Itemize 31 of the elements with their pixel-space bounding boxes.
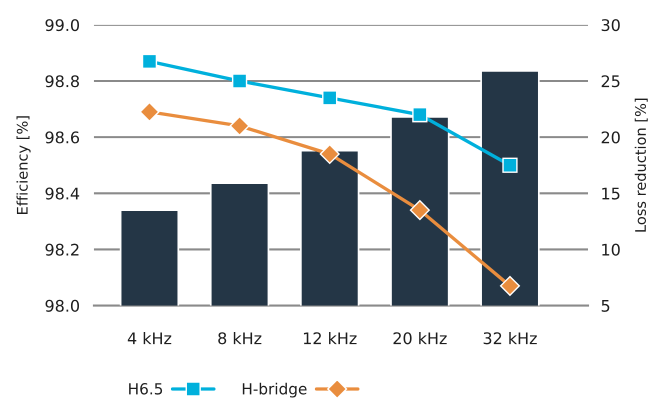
point [322, 90, 338, 106]
y-axis-title: Efficiency [%] [16, 116, 31, 214]
point [142, 54, 158, 69]
y2-tick-label: 25 [602, 75, 620, 88]
x-tick-label: 12 kHz [304, 332, 357, 344]
y2-tick-label: 5 [602, 300, 610, 312]
y-tick-label: 98.2 [46, 244, 78, 256]
point [230, 116, 250, 136]
x-tick-label: 8 kHz [218, 332, 262, 344]
y2-tick-label: 20 [602, 131, 620, 144]
y2-axis-title: Loss reduction [%] [634, 98, 648, 232]
y2-tick-label: 30 [602, 19, 620, 32]
y-tick-label: 99.0 [46, 19, 79, 32]
y-tick-label: 98.8 [46, 75, 79, 88]
y2-tick-label: 10 [602, 244, 620, 256]
legend-label: H6.5 [129, 383, 162, 395]
point [500, 276, 520, 296]
point [232, 73, 248, 89]
point [412, 107, 428, 122]
point [410, 200, 430, 220]
y2-tick-label: 15 [602, 188, 620, 200]
x-tick-label: 4 kHz [128, 332, 172, 344]
point [320, 144, 340, 164]
y-tick-label: 98.0 [46, 300, 79, 312]
y-tick-label: 98.4 [46, 187, 80, 200]
y-tick-label: 98.6 [46, 131, 80, 144]
x-tick-label: 32 kHz [484, 332, 537, 344]
point [502, 158, 518, 173]
x-tick-label: 20 kHz [393, 332, 447, 344]
legend-label: H-bridge [242, 382, 307, 398]
point [139, 102, 160, 122]
